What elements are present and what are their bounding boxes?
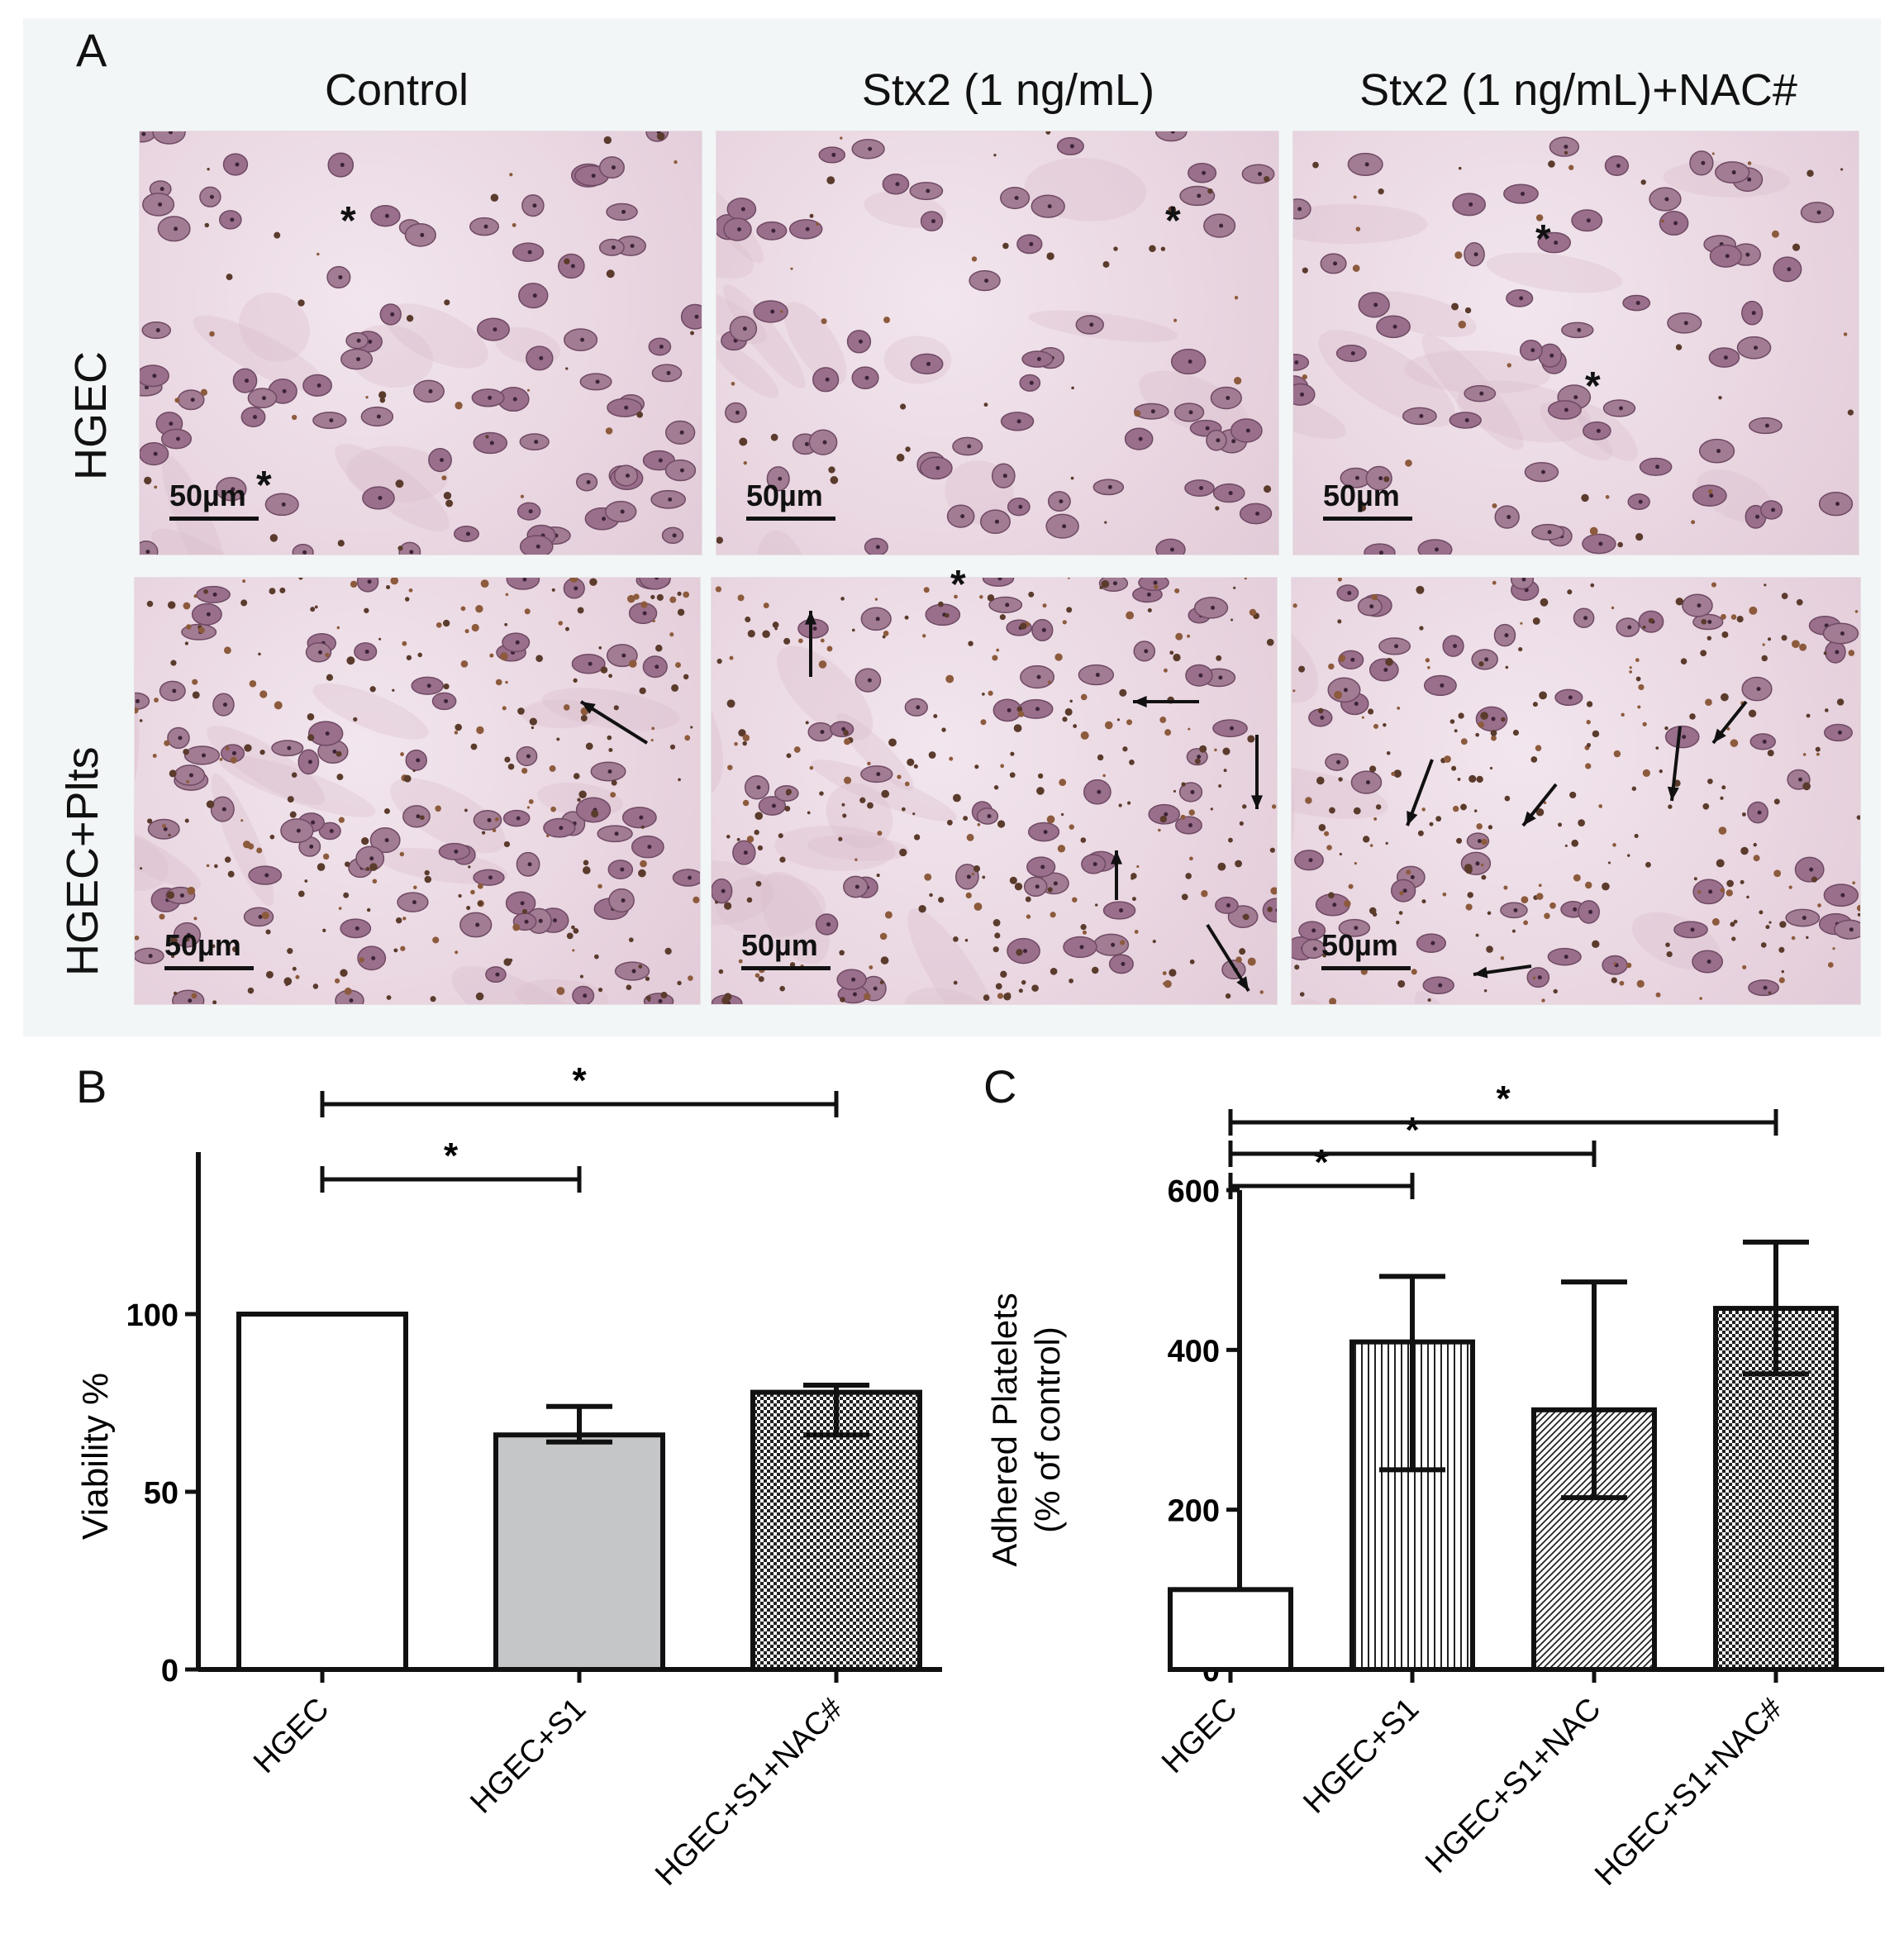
asterisk-marker: *: [340, 199, 356, 243]
arrow-head: [804, 611, 817, 625]
panel-label-a: A: [76, 24, 107, 76]
bar: [750, 1389, 922, 1672]
y-axis-label-2: (% of control): [1028, 1326, 1067, 1533]
micrograph-tile: 50µm: [716, 131, 1279, 555]
x-tick-label: HGEC+S1+NAC#: [649, 1692, 850, 1893]
y-tick-label: 200: [1168, 1494, 1220, 1529]
y-axis-label: Viability %: [75, 1373, 116, 1540]
bar: [236, 1312, 408, 1672]
arrow-head: [1667, 786, 1679, 801]
scale-bar: [1321, 966, 1411, 970]
micrograph-tile: 50µm: [139, 131, 702, 555]
scale-bar-label: 50µm: [1321, 928, 1398, 962]
arrow-head: [1110, 850, 1123, 864]
significance-label: *: [1314, 1142, 1329, 1183]
significance-label: *: [1405, 1110, 1420, 1150]
bar: [493, 1432, 665, 1672]
bar: [1168, 1587, 1293, 1672]
arrow-head: [1407, 811, 1418, 826]
scale-bar: [1323, 517, 1412, 521]
column-title-stx2: Stx2 (1 ng/mL): [861, 65, 1155, 115]
significance-label: *: [572, 1060, 587, 1101]
arrow-head: [1250, 795, 1264, 809]
scale-bar: [164, 966, 254, 970]
panel-label-b: B: [76, 1060, 107, 1112]
asterisk-marker: *: [1165, 199, 1181, 243]
scale-bar-label: 50µm: [1323, 479, 1400, 512]
x-tick-label: HGEC: [247, 1692, 336, 1780]
scale-bar-label: 50µm: [741, 928, 818, 962]
asterisk-marker: *: [1585, 364, 1601, 408]
scale-bar-label: 50µm: [746, 479, 823, 512]
scale-bar: [741, 966, 831, 970]
y-tick-label: 400: [1168, 1334, 1220, 1369]
significance-label: *: [444, 1136, 459, 1176]
arrow-head: [1473, 966, 1488, 979]
significance-label: *: [1496, 1079, 1511, 1119]
arrow-head: [1133, 695, 1147, 708]
y-tick-label: 50: [144, 1476, 178, 1511]
asterisk-marker: *: [950, 563, 966, 607]
row-title-hgec-plts: HGEC+Plts: [58, 746, 107, 976]
asterisk-marker: *: [256, 464, 272, 507]
scale-bar-label: 50µm: [169, 479, 246, 512]
y-axis-label: Adhered Platelets: [985, 1293, 1024, 1567]
micrograph-tile: 50µm: [134, 577, 701, 1005]
x-tick-label: HGEC+S1: [1297, 1692, 1426, 1821]
arrow-head: [1236, 976, 1249, 991]
x-tick-label: HGEC+S1: [464, 1692, 593, 1821]
column-title-stx2-nac: Stx2 (1 ng/mL)+NAC#: [1359, 65, 1797, 115]
column-title-control: Control: [324, 65, 469, 115]
x-tick-label: HGEC+S1+NAC: [1419, 1692, 1607, 1880]
y-tick-label: 600: [1168, 1174, 1220, 1209]
row-title-hgec: HGEC: [66, 350, 116, 480]
panel-label-c: C: [983, 1060, 1017, 1112]
micrograph-tile: 50µm: [1292, 131, 1859, 555]
x-tick-label: HGEC+S1+NAC#: [1588, 1692, 1789, 1893]
micrograph-tile: 50µm: [711, 577, 1278, 1005]
scale-bar: [169, 517, 259, 521]
arrow-head: [1523, 811, 1536, 826]
y-tick-label: 0: [161, 1654, 178, 1688]
viability-bar-chart: 0 50 100 Viability % HGEC HGEC+S1 HGEC+S1+NAC#…: [75, 1060, 942, 1893]
arrow-head: [581, 702, 596, 714]
adhered-platelets-bar-chart: 0200400600Adhered Platelets(% of control…: [985, 1079, 1884, 1893]
y-tick-label: 100: [126, 1298, 178, 1333]
micrograph-tile: 50µm: [1291, 577, 1861, 1005]
arrow-head: [1713, 728, 1726, 743]
scale-bar: [746, 517, 835, 521]
x-tick-label: HGEC: [1155, 1692, 1244, 1780]
scale-bar-label: 50µm: [164, 928, 241, 962]
asterisk-marker: *: [1535, 217, 1551, 261]
